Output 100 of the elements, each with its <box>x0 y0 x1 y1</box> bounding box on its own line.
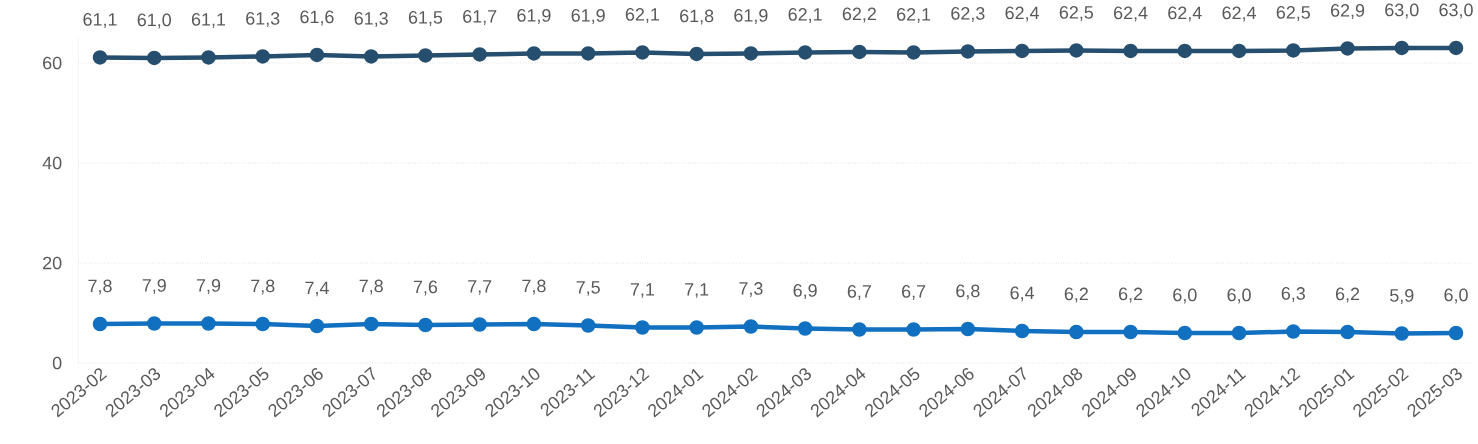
data-label: 61,9 <box>517 9 551 24</box>
data-label: 61,9 <box>571 9 605 24</box>
point <box>852 322 867 337</box>
point <box>1123 43 1138 59</box>
point <box>418 317 433 333</box>
point <box>580 46 596 61</box>
data-label: 63,0 <box>1385 3 1419 19</box>
point <box>1231 43 1247 59</box>
data-label: 61,8 <box>680 9 714 25</box>
data-label: 61,3 <box>354 12 388 27</box>
point <box>526 316 542 332</box>
data-label: 61,6 <box>300 10 334 26</box>
data-label: 7,9 <box>196 279 221 294</box>
point <box>1231 325 1247 341</box>
y-tick-label: 60 <box>43 56 62 70</box>
data-label: 7,1 <box>630 283 654 298</box>
data-label: 62,4 <box>1222 6 1256 22</box>
data-label: 62,4 <box>1114 6 1148 22</box>
data-label: 61,0 <box>137 13 171 29</box>
point <box>852 44 867 60</box>
point <box>1069 324 1084 340</box>
data-label: 7,8 <box>88 279 112 295</box>
data-label: 6,0 <box>1444 288 1468 304</box>
data-label: 7,4 <box>305 281 329 297</box>
data-label: 6,0 <box>1173 288 1197 304</box>
data-label: 62,1 <box>625 8 659 23</box>
point <box>201 50 216 65</box>
data-label: 7,8 <box>522 279 546 295</box>
data-label: 5,9 <box>1390 289 1414 304</box>
point <box>1394 40 1410 56</box>
data-label: 7,3 <box>739 282 763 297</box>
data-label: 6,2 <box>1119 287 1143 303</box>
data-label: 6,0 <box>1227 288 1251 304</box>
data-label: 6,4 <box>1010 286 1035 302</box>
data-label: 6,8 <box>956 284 980 300</box>
point <box>92 316 108 332</box>
point <box>1394 326 1410 341</box>
point <box>472 317 487 332</box>
data-label: 6,7 <box>902 285 926 300</box>
point <box>255 316 270 332</box>
data-label: 61,5 <box>408 11 443 26</box>
point <box>146 50 162 66</box>
point <box>635 45 650 60</box>
point <box>92 50 108 65</box>
data-label: 62,5 <box>1276 6 1310 21</box>
point <box>797 321 813 336</box>
point <box>418 48 433 63</box>
point <box>797 45 813 60</box>
point <box>309 47 325 63</box>
data-label: 7,1 <box>685 283 709 298</box>
point <box>635 320 650 335</box>
data-label: 6,7 <box>847 285 871 300</box>
data-label: 62,2 <box>842 7 876 23</box>
point <box>743 319 759 334</box>
point <box>960 321 976 337</box>
point <box>906 45 921 60</box>
data-label: 62,1 <box>897 8 931 23</box>
point <box>255 49 270 64</box>
point <box>309 318 325 334</box>
point <box>689 46 704 62</box>
point <box>743 46 759 61</box>
point <box>363 49 379 64</box>
point <box>1014 43 1030 59</box>
data-label: 62,1 <box>788 8 822 23</box>
point <box>960 44 976 59</box>
point <box>1286 43 1301 58</box>
data-label: 62,5 <box>1059 6 1094 21</box>
data-label: 7,8 <box>251 279 275 295</box>
data-label: 63,0 <box>1439 3 1473 19</box>
data-label: 61,3 <box>246 12 280 27</box>
y-tick-label: 0 <box>52 356 62 370</box>
point <box>201 316 216 331</box>
point <box>1340 324 1355 340</box>
point <box>1286 324 1301 339</box>
point <box>689 320 704 335</box>
data-label: 61,7 <box>463 10 497 25</box>
data-label: 61,1 <box>83 13 117 28</box>
data-label: 7,8 <box>359 279 383 295</box>
point <box>1448 40 1464 56</box>
data-label: 6,9 <box>793 284 817 299</box>
y-tick-label: 40 <box>42 156 62 170</box>
point <box>363 316 379 332</box>
data-label: 62,3 <box>951 7 985 22</box>
point <box>1014 323 1030 339</box>
y-tick-label: 20 <box>43 256 62 270</box>
point <box>526 46 542 61</box>
data-label: 7,7 <box>468 280 492 295</box>
point <box>580 318 596 333</box>
data-label: 7,6 <box>413 280 438 296</box>
data-label: 62,9 <box>1330 4 1365 19</box>
point <box>1177 43 1193 59</box>
data-label: 62,4 <box>1168 6 1202 22</box>
point <box>906 322 921 337</box>
point <box>146 316 162 331</box>
data-label: 61,9 <box>734 9 768 24</box>
data-label: 61,1 <box>191 13 226 28</box>
data-label: 6,3 <box>1281 287 1305 302</box>
point <box>1448 325 1464 341</box>
data-label: 6,2 <box>1064 287 1088 303</box>
point <box>1123 324 1138 340</box>
